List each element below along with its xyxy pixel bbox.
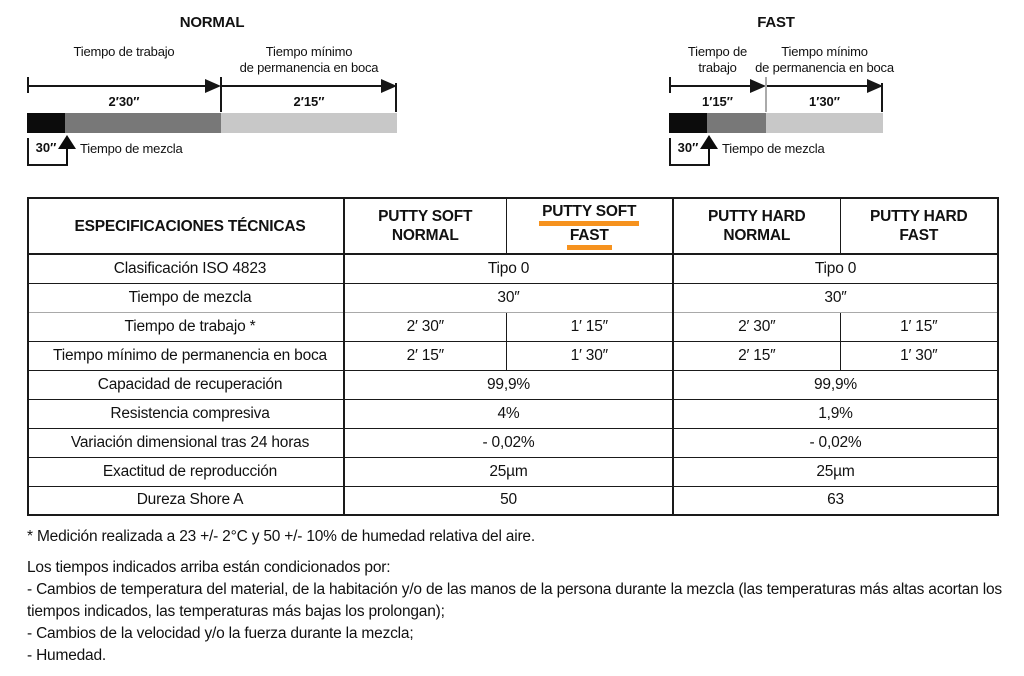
notes-intro: Los tiempos indicados arriba están condi… (27, 559, 391, 576)
mouth-time-segment (766, 113, 883, 133)
value-cell: 1′ 15″ (505, 311, 674, 342)
value-cell: 2′ 30″ (343, 311, 507, 342)
table-corner-header: ESPECIFICACIONES TÉCNICAS (27, 197, 345, 255)
table-row: Variación dimensional tras 24 horas - 0,… (27, 427, 999, 458)
value-cell: - 0,02% (672, 427, 999, 458)
row-label: Clasificación ISO 4823 (27, 253, 345, 284)
mix-time-label: Tiempo de mezcla (722, 141, 825, 156)
mix-time-segment (669, 113, 707, 133)
value-cell: 1′ 30″ (505, 340, 674, 371)
work-span-line (27, 85, 207, 87)
value-cell: 2′ 15″ (672, 340, 841, 371)
arrow-right-icon (205, 79, 221, 93)
table-header-row: ESPECIFICACIONES TÉCNICAS PUTTY SOFT NOR… (27, 197, 999, 255)
mouth-span-line (766, 85, 869, 87)
span-start-tick (669, 77, 671, 93)
arrow-up-stem (708, 148, 710, 165)
mix-time-segment (27, 113, 65, 133)
value-cell: 1′ 30″ (839, 340, 999, 371)
value-cell: 2′ 30″ (672, 311, 841, 342)
diagram-title-fast: FAST (757, 14, 795, 31)
arrow-up-icon (58, 135, 76, 149)
row-label: Exactitud de reproducción (27, 456, 345, 487)
row-label: Tiempo mínimo de permanencia en boca (27, 340, 345, 371)
arrow-up-stem (66, 148, 68, 165)
value-cell: 99,9% (672, 369, 999, 400)
work-span-line (669, 85, 753, 87)
mouth-time-label: Tiempo mínimo de permanencia en boca (239, 44, 379, 75)
table-row: Tiempo de trabajo * 2′ 30″ 1′ 15″ 2′ 30″… (27, 311, 999, 342)
mix-time-bracket (27, 138, 68, 166)
timeline-diagram-normal: NORMAL Tiempo de trabajo Tiempo mínimo d… (27, 14, 397, 186)
measurement-footnote: * Medición realizada a 23 +/- 2°C y 50 +… (27, 528, 535, 545)
span-divider-tick (765, 77, 767, 112)
mix-time-bracket (669, 138, 710, 166)
value-cell: 30″ (672, 282, 999, 313)
span-divider-tick (220, 77, 222, 112)
work-time-label: Tiempo de trabajo (687, 44, 748, 75)
row-label: Tiempo de mezcla (27, 282, 345, 313)
span-end-tick (395, 83, 397, 112)
arrow-right-icon (867, 79, 883, 93)
mouth-time-value: 2′15″ (293, 94, 325, 109)
mix-time-value: 30″ (35, 140, 57, 155)
value-cell: 99,9% (343, 369, 674, 400)
value-cell: 1′ 15″ (839, 311, 999, 342)
mouth-span-line (221, 85, 383, 87)
table-row: Dureza Shore A 50 63 (27, 485, 999, 516)
work-time-label: Tiempo de trabajo (73, 44, 175, 59)
value-cell: 4% (343, 398, 674, 429)
mix-time-value: 30″ (677, 140, 699, 155)
notes-item: - Cambios de la velocidad y/o la fuerza … (27, 625, 414, 642)
row-label: Variación dimensional tras 24 horas (27, 427, 345, 458)
work-time-segment (707, 113, 766, 133)
mouth-time-label: Tiempo mínimo de permanencia en boca (755, 44, 894, 75)
diagram-title-normal: NORMAL (179, 14, 245, 31)
column-header-putty-soft-fast: PUTTY SOFT FAST (505, 197, 674, 255)
value-cell: 63 (672, 485, 999, 516)
span-end-tick (881, 83, 883, 112)
table-row: Capacidad de recuperación 99,9% 99,9% (27, 369, 999, 400)
row-label: Dureza Shore A (27, 485, 345, 516)
timeline-bar (27, 113, 397, 133)
work-time-segment (65, 113, 221, 133)
table-row: Exactitud de reproducción 25µm 25µm (27, 456, 999, 487)
conditions-notes: Los tiempos indicados arriba están condi… (27, 557, 1015, 667)
table-row: Resistencia compresiva 4% 1,9% (27, 398, 999, 429)
table-row: Clasificación ISO 4823 Tipo 0 Tipo 0 (27, 253, 999, 284)
value-cell: - 0,02% (343, 427, 674, 458)
arrow-up-icon (700, 135, 718, 149)
value-cell: 1,9% (672, 398, 999, 429)
row-label: Tiempo de trabajo * (27, 311, 345, 342)
technical-specifications-table: ESPECIFICACIONES TÉCNICAS PUTTY SOFT NOR… (27, 197, 999, 516)
value-cell: 50 (343, 485, 674, 516)
column-header-putty-soft-normal: PUTTY SOFT NORMAL (343, 197, 507, 255)
column-header-putty-hard-normal: PUTTY HARD NORMAL (672, 197, 841, 255)
table-row: Tiempo mínimo de permanencia en boca 2′ … (27, 340, 999, 371)
mouth-time-segment (221, 113, 397, 133)
work-time-value: 1′15″ (701, 94, 734, 109)
table-row: Tiempo de mezcla 30″ 30″ (27, 282, 999, 313)
value-cell: 25µm (343, 456, 674, 487)
column-header-putty-hard-fast: PUTTY HARD FAST (839, 197, 999, 255)
span-start-tick (27, 77, 29, 93)
value-cell: Tipo 0 (672, 253, 999, 284)
spec-table-container: ESPECIFICACIONES TÉCNICAS PUTTY SOFT NOR… (27, 197, 999, 516)
mouth-time-value: 1′30″ (808, 94, 841, 109)
timeline-bar (669, 113, 883, 133)
notes-item: - Cambios de temperatura del material, d… (27, 581, 1002, 620)
mix-time-label: Tiempo de mezcla (80, 141, 183, 156)
row-label: Capacidad de recuperación (27, 369, 345, 400)
work-time-value: 2′30″ (108, 94, 140, 109)
notes-item: - Humedad. (27, 647, 106, 664)
row-label: Resistencia compresiva (27, 398, 345, 429)
value-cell: 2′ 15″ (343, 340, 507, 371)
arrow-right-icon (381, 79, 397, 93)
timeline-diagram-fast: FAST Tiempo de trabajo Tiempo mínimo de … (669, 14, 894, 186)
value-cell: 25µm (672, 456, 999, 487)
value-cell: Tipo 0 (343, 253, 674, 284)
value-cell: 30″ (343, 282, 674, 313)
arrow-right-icon (750, 79, 766, 93)
